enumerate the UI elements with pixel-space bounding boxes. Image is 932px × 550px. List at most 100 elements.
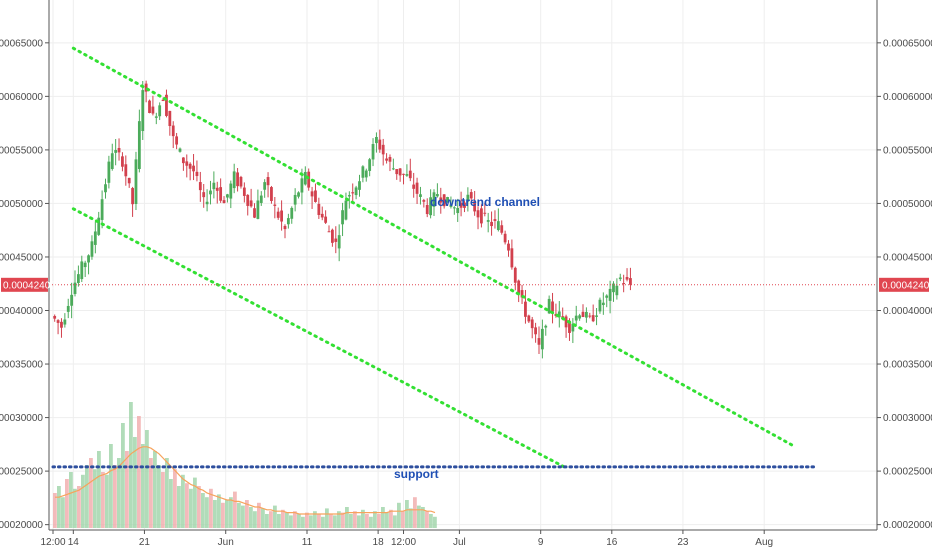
- candle-body: [56, 320, 60, 323]
- candle-body: [198, 182, 202, 191]
- candle-body: [578, 315, 582, 319]
- left-tick-label: 0.00045000: [0, 252, 43, 263]
- candle-body: [503, 233, 507, 243]
- left-price-axis[interactable]: 0.00020000 0.00025000 0.00030000 0.00035000…: [0, 38, 49, 531]
- candle-body: [317, 203, 321, 215]
- volume-bar: [229, 497, 233, 528]
- candle-body: [202, 192, 206, 198]
- candle-body: [408, 170, 412, 179]
- volume-bar: [369, 516, 373, 528]
- candle-body: [293, 194, 297, 205]
- volume-bar: [109, 444, 113, 528]
- volume-bar: [265, 514, 269, 528]
- time-tick-label: 14: [68, 537, 80, 548]
- candle-body: [219, 187, 223, 201]
- candle-body: [141, 90, 145, 132]
- candle-body: [195, 171, 199, 177]
- candle-body: [303, 171, 307, 185]
- volume-bar: [145, 430, 149, 528]
- candle-body: [165, 94, 168, 116]
- candle-body: [585, 311, 588, 318]
- time-tick-label: Jul: [453, 537, 466, 548]
- candle-body: [557, 311, 561, 318]
- candle-body: [347, 195, 351, 197]
- volume-bar: [385, 512, 389, 528]
- candle-body: [290, 207, 294, 219]
- candle-body: [121, 156, 124, 167]
- candle-body: [615, 285, 619, 296]
- volume-bar: [277, 514, 281, 528]
- channel-lower-line[interactable]: [71, 207, 568, 470]
- candle-body: [429, 197, 433, 216]
- volume-bar: [113, 465, 117, 528]
- right-tick-label: 0.00020000: [883, 520, 932, 531]
- candle-body: [337, 235, 341, 249]
- candle-body: [158, 105, 162, 117]
- volume-bar: [365, 514, 369, 528]
- candle-body: [110, 153, 114, 169]
- candle-body: [80, 261, 84, 280]
- candle-body: [517, 280, 521, 295]
- channel-upper-line[interactable]: [71, 46, 797, 448]
- candle-body: [114, 150, 118, 153]
- channel-annotation[interactable]: downtrend channel: [430, 195, 540, 209]
- volume-bar: [173, 469, 177, 528]
- left-tick-label: 0.00025000: [0, 467, 43, 478]
- candle-body: [378, 139, 382, 150]
- candle-body: [598, 299, 602, 312]
- right-price-axis[interactable]: 0.00020000 0.00025000 0.00030000 0.00035000…: [877, 38, 932, 531]
- volume-bar: [289, 515, 293, 528]
- candle-body: [354, 187, 358, 196]
- volume-bar: [293, 511, 297, 528]
- candle-body: [270, 187, 273, 201]
- left-tick-label: 0.00050000: [0, 199, 43, 210]
- candle-body: [442, 194, 446, 207]
- candle-body: [320, 213, 324, 218]
- candle-body: [280, 210, 283, 222]
- candle-body: [446, 197, 449, 203]
- volume-bar: [185, 483, 189, 528]
- candle-body: [154, 116, 158, 118]
- volume-bar: [257, 502, 261, 528]
- candle-body: [527, 315, 531, 322]
- candle-body: [242, 187, 246, 196]
- right-tick-label: 0.00055000: [883, 145, 932, 156]
- volume-bar: [61, 497, 65, 528]
- candle-body: [100, 199, 104, 220]
- volume-bar: [325, 508, 329, 528]
- volume-bar: [161, 472, 165, 528]
- candle-body: [236, 172, 239, 187]
- volume-bar: [53, 493, 57, 528]
- candle-body: [601, 302, 605, 306]
- candle-body: [368, 159, 372, 171]
- candle-body: [107, 161, 111, 183]
- right-tick-label: 0.00025000: [883, 467, 932, 478]
- time-tick-label: 18: [373, 537, 385, 548]
- time-axis[interactable]: 12:00 14 21 Jun 11 18 12:00 Jul 9 16 23 Aug: [40, 530, 773, 548]
- volume-bar: [65, 479, 69, 528]
- support-annotation[interactable]: support: [394, 467, 439, 481]
- volume-bar: [237, 502, 241, 528]
- volume-bar: [401, 511, 405, 528]
- volume-bar: [421, 507, 425, 528]
- volume-bar: [137, 416, 141, 528]
- volume-bar: [373, 511, 377, 528]
- candle-body: [192, 165, 195, 172]
- candle-body: [385, 158, 388, 161]
- candle-body: [344, 200, 348, 220]
- candle-body: [171, 125, 175, 137]
- candle-body: [415, 182, 419, 194]
- time-tick-label: 12:00: [40, 537, 65, 548]
- candle-body: [83, 262, 87, 268]
- time-tick-label: 11: [302, 537, 313, 548]
- candle-body: [388, 157, 392, 162]
- candle-body: [188, 163, 192, 169]
- left-tick-label: 0.00060000: [0, 92, 43, 103]
- candle-body: [425, 204, 429, 215]
- volume-bar: [357, 515, 361, 528]
- candle-body: [134, 159, 138, 204]
- candle-body: [327, 231, 331, 233]
- volume-bar: [377, 514, 381, 528]
- candle-body: [286, 218, 290, 225]
